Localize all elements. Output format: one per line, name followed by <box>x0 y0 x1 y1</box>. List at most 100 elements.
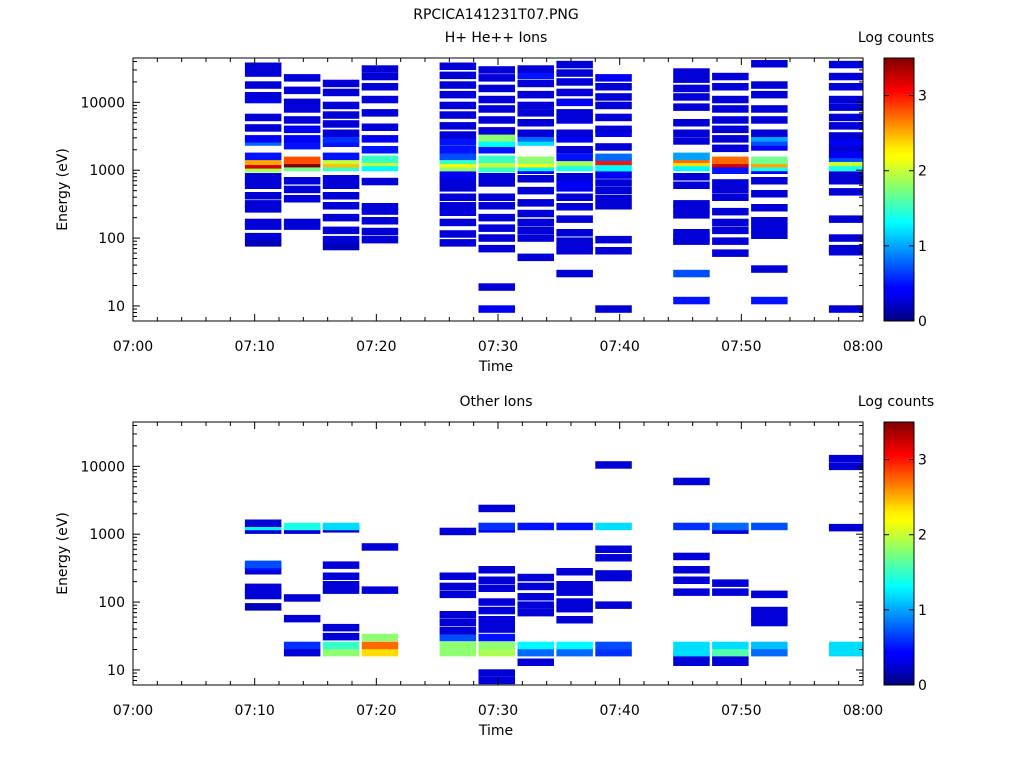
heatmap-cell <box>595 186 632 195</box>
heatmap-cell <box>673 173 710 181</box>
heatmap-cell <box>439 146 477 154</box>
heatmap-cell <box>322 226 360 235</box>
heatmap-cell <box>712 588 749 596</box>
heatmap-cell <box>478 127 515 135</box>
heatmap-cell <box>439 230 477 238</box>
heatmap-cell <box>556 598 593 606</box>
heatmap-cell <box>439 618 477 627</box>
heatmap-cell <box>322 152 360 161</box>
heatmap-cell <box>283 135 321 143</box>
heatmap-cell <box>673 93 710 101</box>
heatmap-cell <box>361 95 399 104</box>
heatmap-cell <box>673 566 710 574</box>
colorbar-tick-label: 3 <box>918 89 927 105</box>
heatmap-cell <box>283 125 321 134</box>
heatmap-cell <box>751 522 788 531</box>
heatmap-cell <box>439 163 477 172</box>
heatmap-cell <box>556 179 593 187</box>
heatmap-cell <box>478 669 515 677</box>
heatmap-cell <box>673 296 710 305</box>
heatmap-cell <box>751 116 788 124</box>
heatmap-cell <box>595 235 632 244</box>
heatmap-cell <box>517 593 554 601</box>
y-tick-label: 100 <box>98 595 125 611</box>
heatmap-cell <box>361 65 399 73</box>
heatmap-cell <box>478 633 515 642</box>
heatmap-cell <box>517 134 554 142</box>
heatmap-cell <box>322 641 360 650</box>
heatmap-cell <box>828 215 863 223</box>
heatmap-cell <box>595 171 632 179</box>
x-tick-label: 07:20 <box>356 703 396 719</box>
heatmap-cell <box>439 184 477 192</box>
heatmap-cell <box>673 211 710 219</box>
heatmap-cell <box>712 237 749 245</box>
heatmap-cell <box>673 269 710 278</box>
heatmap-cell <box>751 90 788 99</box>
heatmap-cell <box>322 561 360 569</box>
heatmap-cell <box>283 195 321 203</box>
heatmap-cell <box>828 244 863 253</box>
heatmap-cell <box>244 218 282 227</box>
heatmap-cell <box>244 177 282 186</box>
heatmap-cell <box>322 522 360 531</box>
heatmap-cell <box>751 190 788 198</box>
heatmap-cell <box>478 213 515 222</box>
heatmap-cell <box>478 641 515 650</box>
heatmap-cell <box>517 79 554 88</box>
heatmap-cell <box>244 92 282 100</box>
x-axis-label: Time <box>478 359 513 375</box>
heatmap-cell <box>439 81 477 89</box>
heatmap-cell <box>828 132 863 140</box>
heatmap-cell <box>751 606 788 615</box>
heatmap-cell <box>712 648 749 657</box>
heatmap-cell <box>244 232 282 241</box>
heatmap-cell <box>828 144 863 153</box>
heatmap-cell <box>478 105 515 113</box>
colorbar-tick-label: 0 <box>918 314 927 330</box>
heatmap-cell <box>556 616 593 624</box>
heatmap-cell <box>556 193 593 201</box>
y-tick-label: 10000 <box>80 95 125 111</box>
heatmap-cell <box>283 141 321 150</box>
y-tick-label: 100 <box>98 231 125 247</box>
heatmap-cell <box>244 69 282 77</box>
heatmap-cell <box>478 116 515 124</box>
heatmap-cell <box>712 249 749 257</box>
heatmap-cell <box>751 590 788 599</box>
heatmap-cell <box>439 90 477 99</box>
heatmap-cell <box>478 155 515 163</box>
colorbar-label: Log counts <box>858 394 934 410</box>
heatmap-cell <box>517 641 554 650</box>
heatmap-cell <box>595 601 632 609</box>
heatmap-cell <box>322 156 360 165</box>
heatmap-cell <box>751 163 788 172</box>
heatmap-cell <box>595 143 632 151</box>
heatmap-cell <box>517 199 554 207</box>
heatmap-cell <box>478 676 515 685</box>
heatmap-cell <box>244 567 282 575</box>
heatmap-cell <box>439 202 477 210</box>
colorbar-ticks: 0 1 2 3 <box>884 453 927 694</box>
heatmap-cell <box>283 648 321 657</box>
colorbar-tick-label: 3 <box>918 453 927 469</box>
heatmap-cell <box>751 618 788 627</box>
heatmap-cell <box>595 153 632 162</box>
colorbar <box>883 57 915 322</box>
heatmap-cell <box>828 60 863 69</box>
heatmap-cell <box>322 202 360 210</box>
heatmap-cell <box>322 623 360 632</box>
heatmap-cell <box>712 105 749 113</box>
heatmap-cell <box>712 72 749 81</box>
heatmap-cell <box>712 658 749 666</box>
heatmap-cell <box>712 207 749 216</box>
heatmap-cell <box>556 568 593 576</box>
heatmap-cell <box>595 101 632 110</box>
heatmap-cell <box>751 60 788 68</box>
heatmap-cell <box>712 95 749 104</box>
heatmap-cell <box>283 218 321 227</box>
heatmap-cell <box>556 641 593 650</box>
heatmap-cell <box>478 193 515 201</box>
heatmap-cell <box>361 641 399 650</box>
heatmap-cells <box>244 454 863 685</box>
